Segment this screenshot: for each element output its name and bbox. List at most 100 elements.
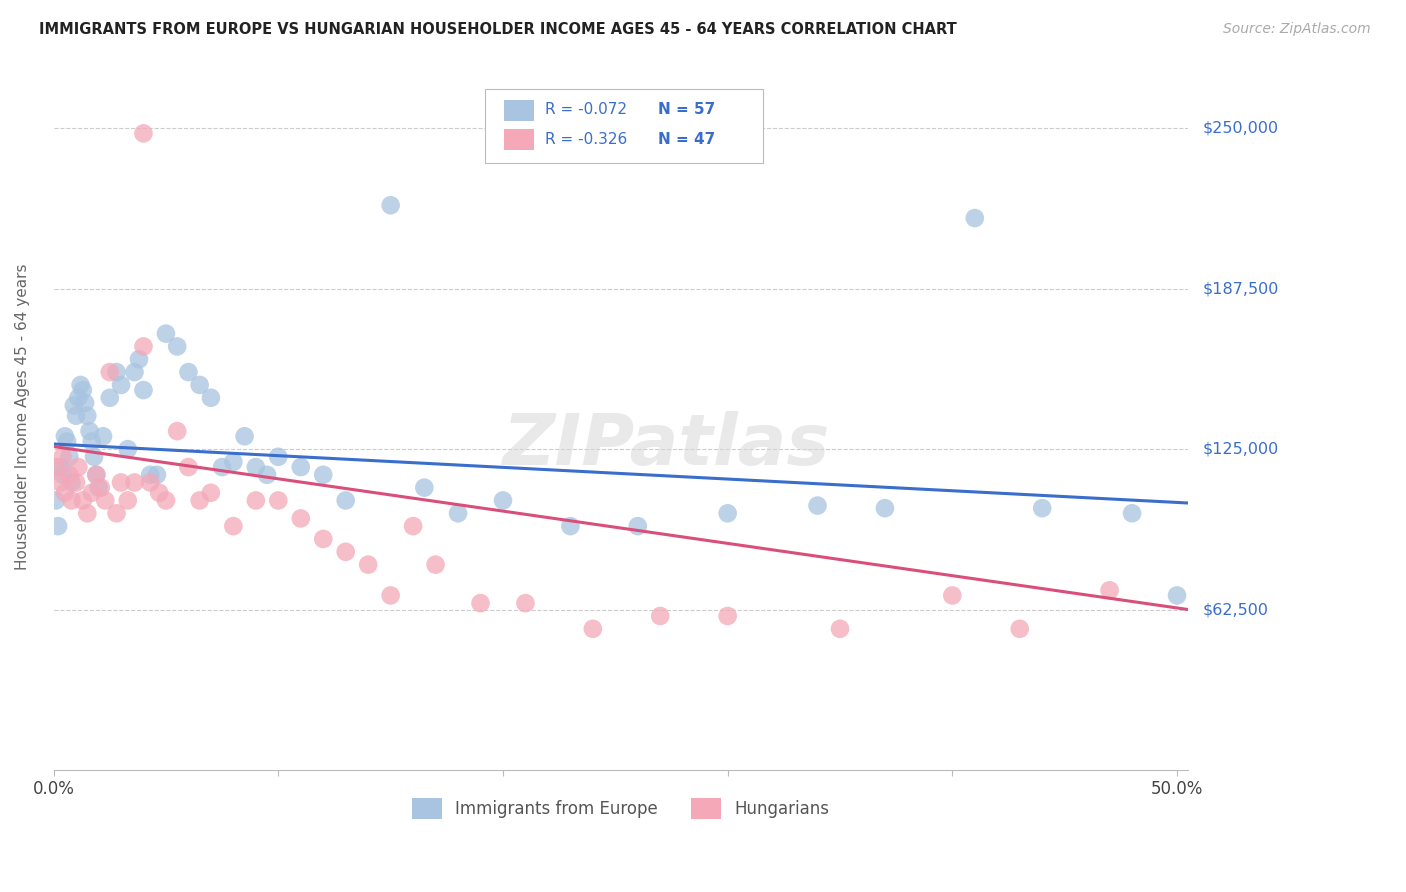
Point xyxy=(45,460,67,475)
Point xyxy=(52,450,75,464)
Bar xyxy=(505,100,533,121)
Point xyxy=(312,532,335,546)
Point xyxy=(492,493,515,508)
Point xyxy=(290,511,312,525)
Point xyxy=(46,519,69,533)
Point xyxy=(117,493,139,508)
Text: ZIPatlas: ZIPatlas xyxy=(502,411,830,480)
Point xyxy=(166,339,188,353)
Point xyxy=(132,339,155,353)
Point xyxy=(582,622,605,636)
Text: $250,000: $250,000 xyxy=(1202,120,1278,136)
Point xyxy=(245,460,267,475)
Point xyxy=(83,450,105,464)
Point xyxy=(60,493,83,508)
Point xyxy=(58,450,80,464)
Point xyxy=(267,450,290,464)
Point xyxy=(200,391,222,405)
Point xyxy=(335,545,357,559)
Point xyxy=(98,365,121,379)
Point xyxy=(963,211,986,225)
Point xyxy=(233,429,256,443)
Y-axis label: Householder Income Ages 45 - 64 years: Householder Income Ages 45 - 64 years xyxy=(15,264,30,570)
Point xyxy=(90,481,112,495)
Point xyxy=(75,396,97,410)
Point xyxy=(87,481,110,495)
Point xyxy=(53,429,76,443)
Point xyxy=(267,493,290,508)
Point xyxy=(52,467,75,482)
Point xyxy=(717,506,740,520)
Point xyxy=(80,485,103,500)
Point xyxy=(155,493,177,508)
Point xyxy=(447,506,470,520)
Point xyxy=(60,475,83,490)
Point xyxy=(413,481,436,495)
Point xyxy=(188,378,211,392)
Point xyxy=(380,198,402,212)
Point xyxy=(211,460,233,475)
Point xyxy=(515,596,537,610)
Text: N = 57: N = 57 xyxy=(658,103,716,118)
Point xyxy=(335,493,357,508)
Point xyxy=(105,365,128,379)
Point xyxy=(91,429,114,443)
Point xyxy=(470,596,492,610)
Point xyxy=(828,622,851,636)
Point xyxy=(717,609,740,624)
Point xyxy=(806,499,828,513)
Text: IMMIGRANTS FROM EUROPE VS HUNGARIAN HOUSEHOLDER INCOME AGES 45 - 64 YEARS CORREL: IMMIGRANTS FROM EUROPE VS HUNGARIAN HOUS… xyxy=(39,22,957,37)
Point xyxy=(110,378,132,392)
Point xyxy=(128,352,150,367)
Point xyxy=(117,442,139,456)
Point xyxy=(49,475,72,490)
Text: R = -0.326: R = -0.326 xyxy=(546,132,627,147)
Bar xyxy=(505,129,533,150)
FancyBboxPatch shape xyxy=(485,89,763,163)
Point xyxy=(245,493,267,508)
Point xyxy=(402,519,425,533)
Point xyxy=(69,378,91,392)
Point xyxy=(139,475,162,490)
Point xyxy=(65,475,87,490)
Point xyxy=(132,383,155,397)
Text: $187,500: $187,500 xyxy=(1202,281,1278,296)
Point xyxy=(177,365,200,379)
Point xyxy=(155,326,177,341)
Legend: Immigrants from Europe, Hungarians: Immigrants from Europe, Hungarians xyxy=(405,791,837,825)
Point xyxy=(132,127,155,141)
Point xyxy=(94,493,117,508)
Point xyxy=(84,467,107,482)
Point xyxy=(124,475,146,490)
Point xyxy=(380,589,402,603)
Point xyxy=(873,501,896,516)
Point xyxy=(650,609,672,624)
Point xyxy=(200,485,222,500)
Point xyxy=(188,493,211,508)
Point xyxy=(1008,622,1031,636)
Point xyxy=(357,558,380,572)
Point xyxy=(105,506,128,520)
Point xyxy=(63,399,86,413)
Point xyxy=(58,467,80,482)
Point xyxy=(1166,589,1188,603)
Point xyxy=(560,519,582,533)
Point xyxy=(627,519,650,533)
Point xyxy=(65,409,87,423)
Point xyxy=(67,460,90,475)
Point xyxy=(45,493,67,508)
Point xyxy=(256,467,278,482)
Point xyxy=(84,467,107,482)
Point xyxy=(110,475,132,490)
Point xyxy=(941,589,963,603)
Text: Source: ZipAtlas.com: Source: ZipAtlas.com xyxy=(1223,22,1371,37)
Point xyxy=(72,383,94,397)
Point xyxy=(98,391,121,405)
Point xyxy=(79,424,101,438)
Text: $125,000: $125,000 xyxy=(1202,442,1278,457)
Point xyxy=(56,434,79,449)
Point xyxy=(76,409,98,423)
Point xyxy=(72,493,94,508)
Point xyxy=(124,365,146,379)
Point xyxy=(139,467,162,482)
